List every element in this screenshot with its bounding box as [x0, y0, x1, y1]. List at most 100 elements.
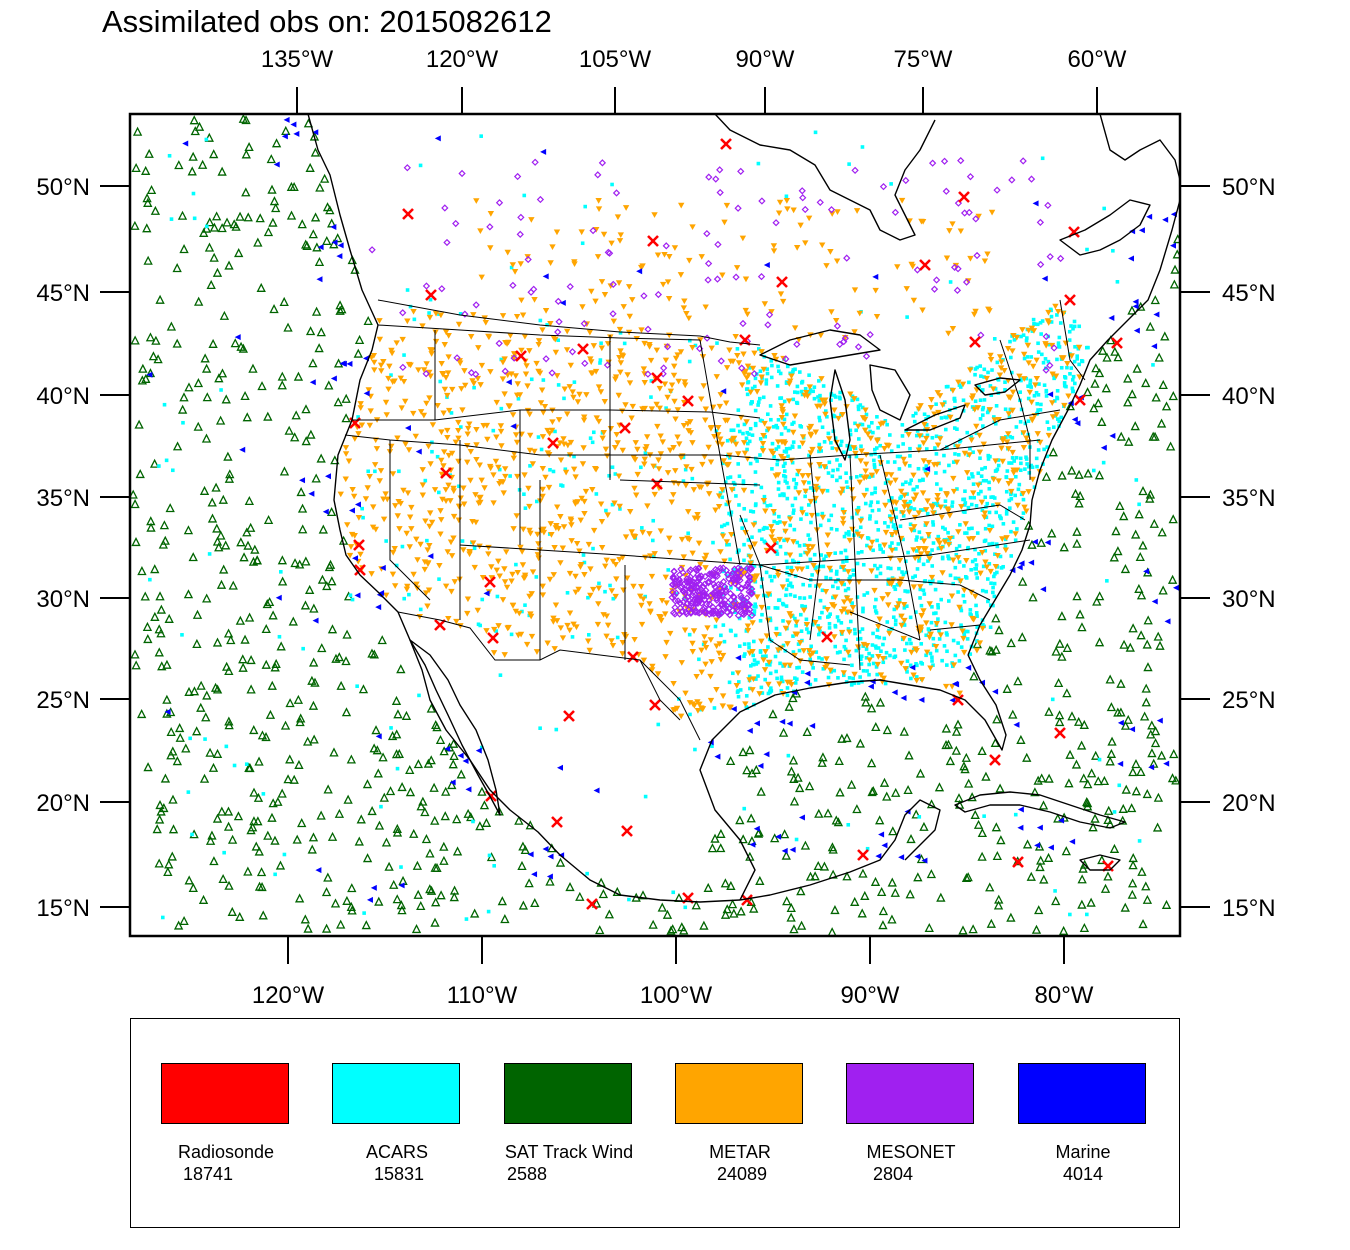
metar-marker [510, 351, 518, 357]
sat-track-wind-marker [1035, 861, 1045, 872]
metar-marker [670, 445, 677, 451]
metar-marker [559, 545, 567, 552]
metar-marker [708, 345, 715, 352]
sat-track-wind-marker [194, 296, 204, 306]
marine-marker [325, 473, 332, 480]
acars-marker [808, 557, 813, 562]
sat-track-wind-marker [172, 441, 183, 451]
metar-marker [693, 674, 700, 680]
acars-marker [950, 664, 955, 669]
sat-track-wind-marker [1091, 363, 1101, 373]
metar-marker [517, 544, 524, 551]
left-tick-label: 20°N [36, 790, 90, 817]
sat-track-wind-marker [254, 881, 265, 891]
metar-marker [698, 396, 705, 403]
metar-marker [1004, 345, 1012, 352]
acars-marker [1016, 487, 1021, 492]
acars-marker [855, 595, 860, 599]
sat-track-wind-marker [666, 925, 676, 935]
radiosonde-marker [402, 208, 414, 220]
acars-marker [978, 456, 982, 461]
metar-marker [981, 510, 988, 517]
metar-marker [977, 570, 984, 577]
acars-marker [785, 693, 790, 698]
sat-track-wind-marker [317, 574, 328, 584]
acars-marker [942, 644, 947, 648]
acars-marker [1026, 396, 1031, 401]
acars-marker [740, 526, 744, 530]
acars-marker [953, 653, 958, 658]
sat-track-wind-marker [439, 841, 449, 851]
sat-track-wind-marker [936, 892, 946, 902]
sat-track-wind-marker [296, 713, 306, 723]
acars-marker [799, 612, 803, 617]
metar-marker [561, 386, 568, 393]
marine-marker [434, 135, 441, 142]
acars-marker [814, 584, 818, 588]
acars-marker [1055, 313, 1059, 317]
acars-marker [826, 471, 831, 475]
mesonet-marker [580, 319, 588, 328]
sat-track-wind-marker [1139, 711, 1150, 721]
radiosonde-marker [551, 816, 563, 828]
metar-marker [428, 351, 435, 357]
acars-marker [1042, 447, 1046, 452]
acars-marker [817, 398, 822, 403]
acars-marker [991, 603, 995, 608]
chart-title: Assimilated obs on: 2015082612 [102, 4, 552, 39]
acars-marker [838, 650, 842, 654]
metar-marker [856, 310, 863, 317]
acars-marker [871, 430, 875, 435]
mesonet-marker [674, 578, 683, 586]
sat-track-wind-marker [309, 131, 320, 141]
metar-marker [666, 535, 673, 542]
sat-track-wind-marker [1008, 709, 1018, 719]
acars-marker [892, 655, 896, 660]
marine-marker [779, 718, 786, 725]
sat-track-wind-marker [174, 723, 185, 733]
acars-marker [994, 542, 999, 546]
acars-marker [1071, 389, 1075, 394]
sat-track-wind-marker [850, 896, 860, 906]
sat-track-wind-marker [1110, 346, 1120, 356]
acars-marker [1014, 455, 1019, 460]
metar-marker [685, 428, 692, 434]
mesonet-marker [566, 283, 574, 291]
sat-track-wind-marker [1168, 514, 1178, 524]
acars-marker [946, 530, 950, 535]
acars-marker [804, 512, 809, 517]
sat-track-wind-marker [716, 843, 726, 853]
metar-marker [390, 549, 397, 556]
acars-marker [164, 458, 169, 463]
sat-track-wind-marker [1145, 321, 1155, 331]
metar-marker [512, 432, 520, 438]
acars-marker [1025, 336, 1029, 340]
metar-marker [535, 555, 542, 562]
metar-marker [974, 405, 982, 411]
acars-marker [865, 536, 870, 540]
sat-track-wind-marker [201, 433, 212, 443]
acars-marker [835, 467, 840, 472]
sat-track-wind-marker [996, 835, 1006, 845]
acars-marker [860, 627, 865, 631]
acars-marker [818, 598, 823, 603]
mesonet-marker [1019, 157, 1027, 165]
metar-marker [898, 197, 906, 204]
acars-marker [1056, 341, 1061, 345]
metar-marker [402, 441, 409, 448]
mesonet-marker [891, 208, 900, 217]
metar-marker [978, 499, 986, 506]
acars-marker [758, 650, 763, 654]
metar-marker [898, 660, 905, 667]
metar-marker [1029, 476, 1036, 483]
metar-marker [423, 400, 430, 407]
mesonet-marker [1042, 366, 1050, 374]
metar-marker [775, 572, 782, 579]
acars-marker [984, 478, 988, 483]
acars-marker [497, 467, 502, 472]
metar-marker [728, 532, 735, 538]
acars-marker [774, 626, 779, 631]
acars-marker [873, 609, 878, 613]
metar-marker [616, 238, 624, 244]
metar-marker [662, 357, 670, 364]
